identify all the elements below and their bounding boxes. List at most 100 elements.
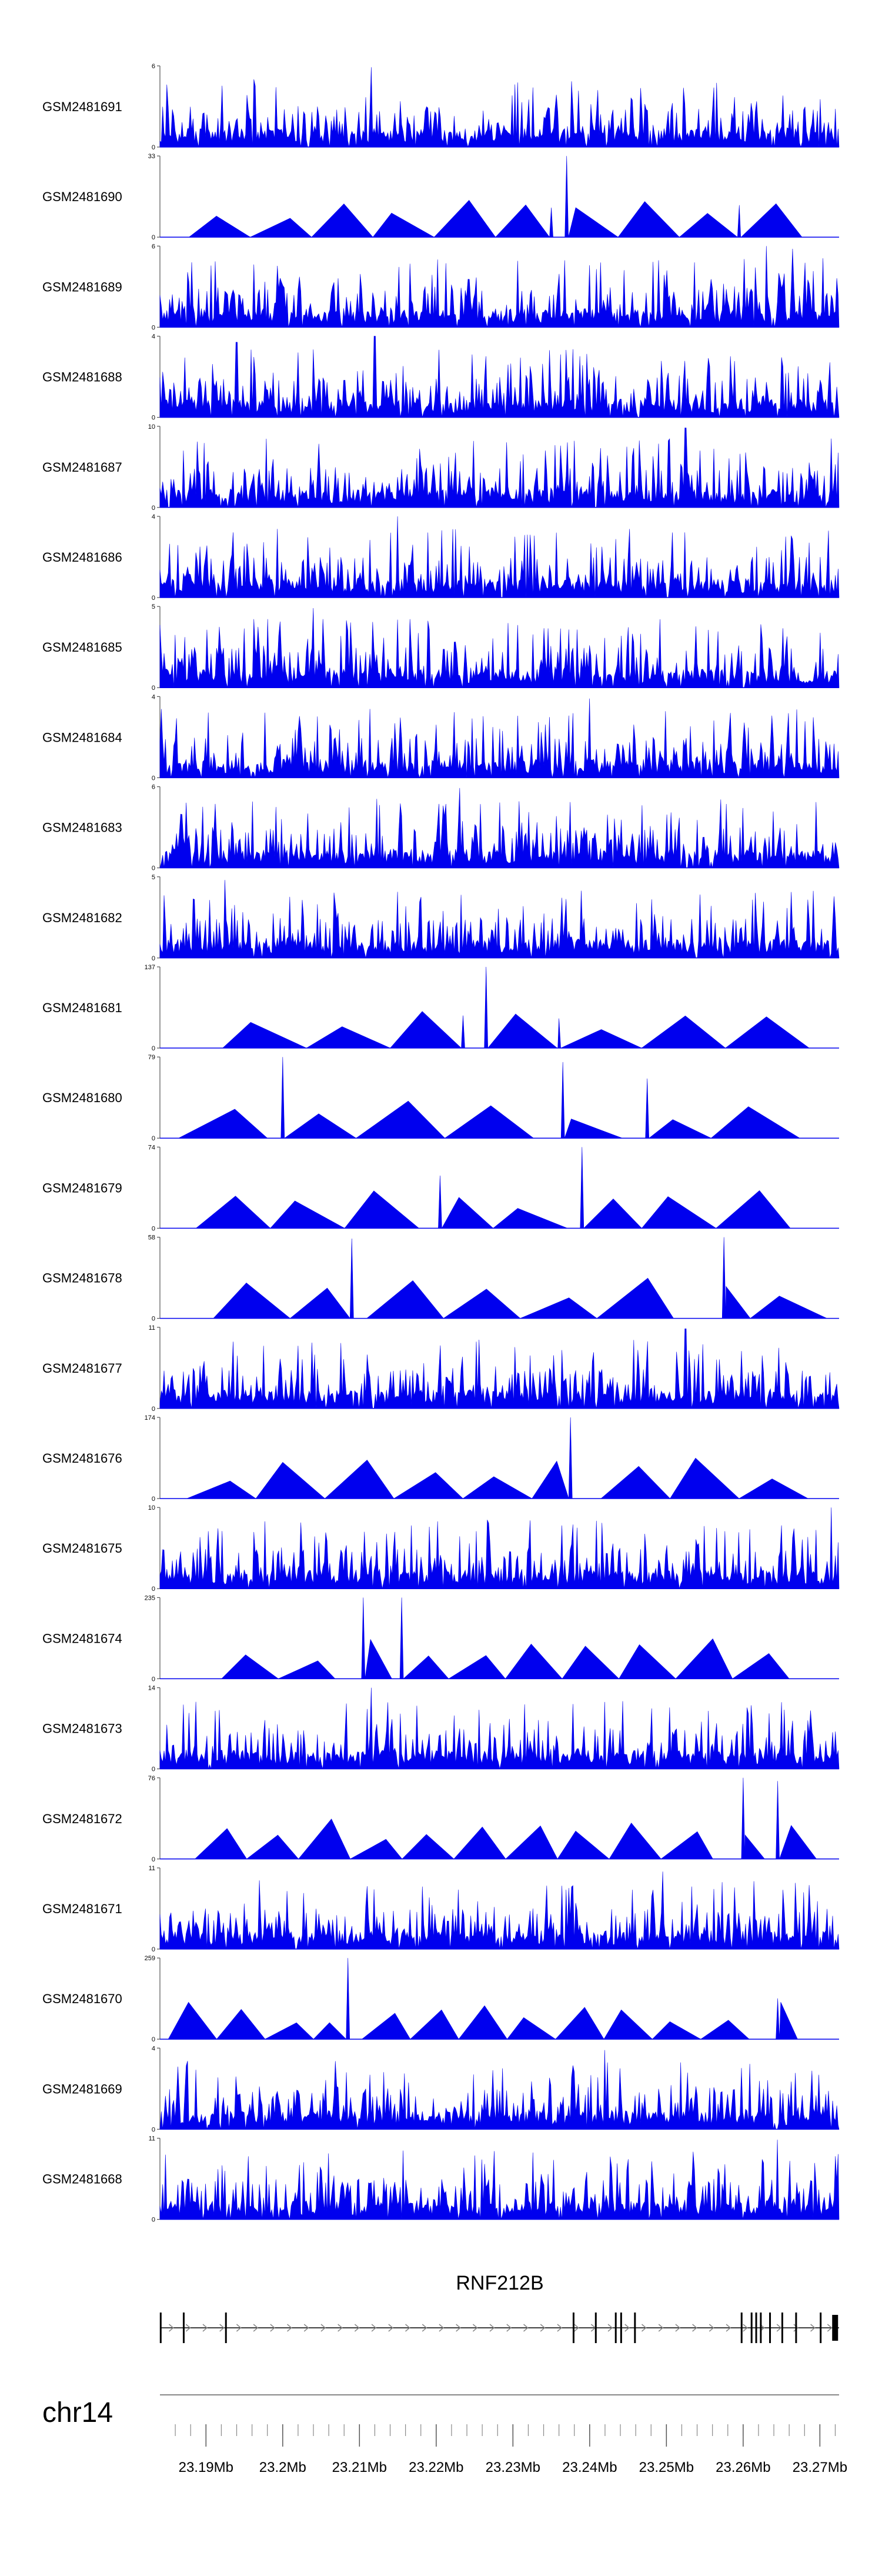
exon (620, 2313, 622, 2343)
strand-arrow (540, 2324, 546, 2332)
y-min-label: 0 (152, 595, 155, 602)
signal-area (159, 2050, 840, 2130)
track-label: GSM2481676 (42, 1451, 122, 1466)
y-max-label: 4 (152, 693, 155, 700)
signal-area (160, 1147, 839, 1229)
strand-arrow (743, 2324, 748, 2332)
exon (740, 2313, 743, 2343)
track-GSM2481678: GSM2481678 58 0 (42, 1234, 839, 1323)
signal-area (160, 966, 839, 1049)
strand-arrow (202, 2324, 208, 2332)
track-GSM2481674: GSM2481674 235 0 (42, 1594, 839, 1683)
y-min-label: 0 (152, 1946, 155, 1953)
track-GSM2481680: GSM2481680 79 0 (42, 1054, 839, 1142)
track-GSM2481688: GSM2481688 4 0 (42, 333, 840, 422)
y-max-label: 79 (148, 1054, 155, 1061)
y-min-label: 0 (152, 1135, 155, 1142)
y-min-label: 0 (152, 1406, 155, 1413)
track-GSM2481670: GSM2481670 259 0 (42, 1955, 839, 2043)
exon (769, 2313, 771, 2343)
track-GSM2481690: GSM2481690 33 0 (42, 153, 839, 241)
exon (614, 2313, 617, 2343)
x-tick-label: 23.24Mb (562, 2460, 617, 2475)
strand-arrow (371, 2324, 377, 2332)
signal-area (159, 428, 840, 508)
y-min-label: 0 (152, 1856, 155, 1863)
exon (572, 2313, 574, 2343)
y-max-label: 5 (152, 874, 155, 881)
track-GSM2481676: GSM2481676 174 0 (42, 1414, 839, 1503)
strand-arrow (456, 2324, 461, 2332)
y-max-label: 11 (149, 2135, 155, 2143)
strand-arrow (523, 2324, 529, 2332)
signal-area (159, 246, 840, 328)
gene-name-label: RNF212B (456, 2272, 543, 2294)
track-label: GSM2481682 (42, 910, 122, 925)
y-max-label: 74 (148, 1144, 155, 1151)
y-max-label: 11 (149, 1324, 155, 1332)
strand-arrow (658, 2324, 664, 2332)
signal-area (160, 1237, 839, 1319)
x-tick-label: 23.25Mb (639, 2460, 694, 2475)
y-max-label: 6 (152, 243, 155, 250)
chromosome-label: chr14 (42, 2397, 113, 2428)
y-min-label: 0 (152, 1225, 155, 1232)
track-label: GSM2481679 (42, 1180, 122, 1195)
strand-arrow (354, 2324, 360, 2332)
exon (182, 2313, 185, 2343)
signal-area (160, 1417, 839, 1499)
x-tick-label: 23.22Mb (409, 2460, 463, 2475)
y-max-label: 259 (145, 1955, 155, 1962)
y-max-label: 6 (152, 63, 155, 70)
signal-area (160, 1777, 839, 1860)
track-label: GSM2481668 (42, 2172, 122, 2187)
strand-arrow (624, 2324, 630, 2332)
x-tick-label: 23.21Mb (332, 2460, 387, 2475)
track-label: GSM2481675 (42, 1541, 122, 1556)
exon (755, 2313, 757, 2343)
strand-arrow (675, 2324, 681, 2332)
strand-arrow (287, 2324, 292, 2332)
y-min-label: 0 (152, 1316, 155, 1323)
strand-arrow (338, 2324, 343, 2332)
x-tick-label: 23.23Mb (486, 2460, 540, 2475)
signal-area (159, 608, 840, 688)
x-tick-label: 23.27Mb (793, 2460, 847, 2475)
track-GSM2481685: GSM2481685 5 0 (42, 603, 840, 692)
track-GSM2481679: GSM2481679 74 0 (42, 1144, 839, 1232)
strand-arrow (574, 2324, 579, 2332)
track-GSM2481671: GSM2481671 11 0 (42, 1865, 840, 1953)
gene-model (159, 2313, 839, 2343)
x-tick-label: 23.19Mb (179, 2460, 233, 2475)
strand-arrow (253, 2324, 259, 2332)
strand-arrow (827, 2324, 833, 2332)
signal-area (159, 336, 840, 418)
y-min-label: 0 (152, 775, 155, 782)
y-max-label: 6 (152, 784, 155, 791)
y-max-label: 10 (148, 1504, 155, 1511)
track-GSM2481687: GSM2481687 10 0 (42, 423, 840, 512)
genome-axis: chr14 23.19Mb 23.2Mb 23.21Mb 23.22Mb 23.23Mb… (42, 2394, 847, 2475)
track-label: GSM2481670 (42, 1991, 122, 2006)
strand-arrow (439, 2324, 445, 2332)
signal-area (159, 67, 840, 148)
y-max-label: 4 (152, 513, 155, 520)
signal-tracks: GSM248169160GSM2481690330GSM248168960GSM… (42, 63, 840, 2224)
y-min-label: 0 (152, 324, 155, 331)
exon (750, 2313, 753, 2343)
y-max-label: 58 (148, 1234, 155, 1242)
track-GSM2481672: GSM2481672 76 0 (42, 1775, 839, 1863)
y-max-label: 76 (148, 1775, 155, 1782)
y-min-label: 0 (152, 685, 155, 692)
strand-arrow (726, 2324, 731, 2332)
strand-arrow (776, 2324, 782, 2332)
track-label: GSM2481673 (42, 1721, 122, 1736)
y-max-label: 14 (148, 1685, 155, 1692)
strand-arrow (236, 2324, 242, 2332)
y-max-label: 4 (152, 333, 155, 341)
signal-area (159, 788, 840, 868)
track-label: GSM2481689 (42, 279, 122, 294)
y-max-label: 4 (152, 2045, 155, 2052)
strand-arrow (320, 2324, 326, 2332)
